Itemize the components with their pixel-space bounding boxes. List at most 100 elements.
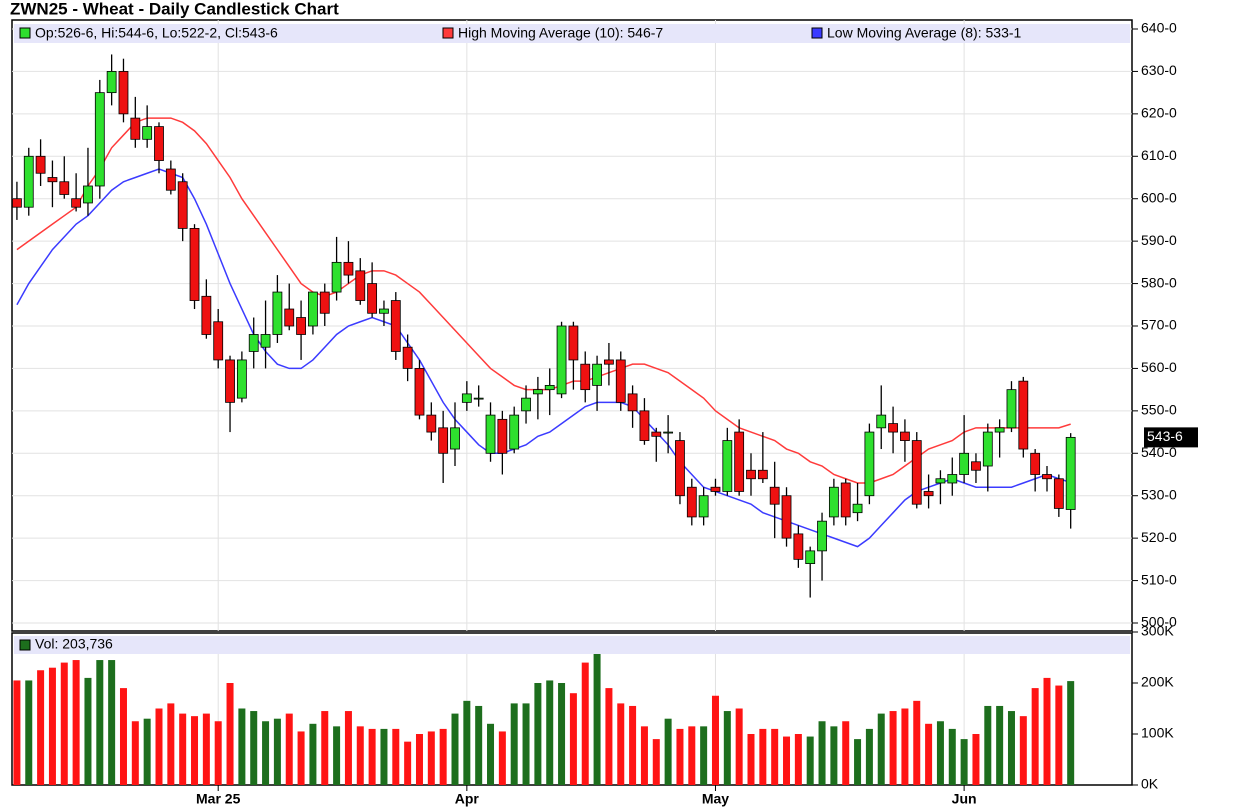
volume-bar [913, 700, 921, 785]
candle-body [876, 414, 887, 429]
volume-bar [747, 734, 755, 785]
candle-body [722, 440, 733, 492]
candle-body [971, 461, 981, 471]
volume-bar [688, 726, 696, 785]
volume-bar [605, 688, 613, 785]
volume-bar [108, 660, 116, 785]
volume-bar [226, 683, 234, 785]
price-tag [1144, 427, 1198, 448]
volume-bar [1019, 716, 1027, 785]
candle-body [83, 185, 93, 204]
candle-body [769, 486, 780, 505]
volume-bar [167, 703, 175, 785]
candle-body [236, 359, 247, 399]
legend-label: Vol: 203,736 [35, 636, 113, 652]
legend-label: Low Moving Average (8): 533-1 [827, 25, 1022, 41]
candle-body [888, 423, 898, 433]
candle-body [260, 334, 271, 348]
volume-bar [854, 739, 862, 785]
candle-body [438, 427, 449, 454]
candle-body [1042, 474, 1052, 480]
volume-bar [936, 721, 944, 785]
volume-bar [581, 662, 589, 785]
volume-bar [344, 711, 352, 785]
marks [12, 54, 1076, 785]
candle-body [781, 495, 792, 539]
candle-body [663, 431, 674, 434]
candle-body [592, 363, 602, 386]
candle-body [390, 300, 401, 352]
x-tick-label: Apr [455, 791, 480, 807]
candle-body [793, 533, 804, 560]
candle-body [935, 478, 946, 484]
candle-body [12, 198, 22, 208]
volume-tick-label: 200K [1141, 674, 1174, 690]
chart-title: ZWN25 - Wheat - Daily Candlestick Chart [10, 0, 339, 18]
y-tick-label: 580-0 [1141, 274, 1177, 290]
candle-body [177, 181, 188, 229]
candle-body [142, 126, 153, 140]
candle-body [675, 440, 685, 497]
volume-bar [534, 683, 542, 785]
volume-bar [392, 728, 400, 785]
x-tick-label: Mar 25 [196, 791, 241, 807]
candle-body [710, 486, 721, 492]
volume-bar [629, 705, 637, 785]
candle-body [521, 397, 531, 412]
candle-body [639, 410, 650, 441]
moving-average-line [16, 117, 1071, 484]
y-tick-label: 550-0 [1141, 402, 1177, 418]
price-tag-label: 543-6 [1147, 428, 1183, 444]
volume-bar [498, 731, 506, 785]
volume-bar [380, 728, 388, 785]
volume-bar [783, 736, 791, 785]
candle-body [118, 71, 129, 115]
volume-bar [404, 741, 412, 785]
candle-body [402, 346, 413, 369]
legend-label: High Moving Average (10): 546-7 [458, 25, 663, 41]
volume-bar [640, 726, 648, 785]
candle-body [308, 291, 318, 327]
volume-bar [179, 713, 187, 785]
y-tick-label: 510-0 [1141, 571, 1177, 587]
volume-bar [901, 708, 909, 785]
volume-bar [119, 688, 127, 785]
volume-bar [984, 705, 992, 785]
candle-body [604, 359, 614, 365]
candle-body [248, 334, 259, 352]
volume-bar [1055, 685, 1063, 785]
candle-body [734, 431, 745, 492]
x-tick-label: May [702, 791, 729, 807]
y-tick-label: 560-0 [1141, 359, 1177, 375]
candle-body [189, 228, 200, 301]
candle-body [1018, 380, 1029, 450]
volume-bar [143, 718, 151, 785]
volume-bar [948, 728, 956, 785]
candle-body [331, 261, 342, 293]
x-tick-label: Jun [952, 791, 977, 807]
candle-body [35, 155, 46, 174]
y-tick-label: 600-0 [1141, 189, 1177, 205]
candle-body [982, 431, 993, 467]
y-tick-label: 520-0 [1141, 529, 1177, 545]
legend-swatch [811, 27, 823, 39]
candle-body [213, 321, 224, 361]
volume-bar [593, 652, 601, 785]
volume-bar [285, 713, 293, 785]
volume-bar [865, 728, 873, 785]
candle-body [225, 359, 235, 403]
y-tick-label: 610-0 [1141, 147, 1177, 163]
volume-bar [723, 711, 731, 785]
volume-bar [155, 708, 163, 785]
volume-bar [238, 708, 246, 785]
volume-bar [439, 728, 447, 785]
volume-bar [309, 723, 317, 785]
volume-bar [427, 731, 435, 785]
candle-body [568, 325, 579, 361]
volume-bar [84, 677, 92, 785]
volume-bar [1007, 711, 1015, 785]
volume-bar [652, 739, 660, 785]
volume-tick-label: 0K [1141, 776, 1159, 792]
y-tick-label: 570-0 [1141, 317, 1177, 333]
candle-body [272, 291, 283, 335]
